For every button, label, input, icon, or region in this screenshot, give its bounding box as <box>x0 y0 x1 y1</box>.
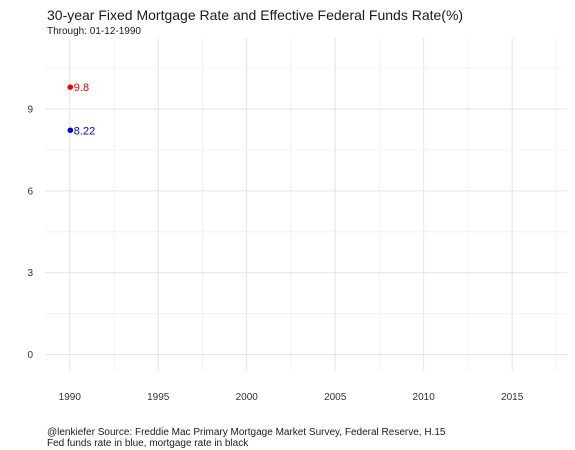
major-gridlines <box>45 38 567 371</box>
fedfunds-value-label: 8.22 <box>74 125 95 137</box>
x-tick-label: 2000 <box>236 392 259 403</box>
y-tick-label: 0 <box>27 350 33 361</box>
chart-subtitle: Through: 01-12-1990 <box>47 26 141 37</box>
data-points: 9.8 8.22 <box>67 82 95 137</box>
caption-source: @lenkiefer Source: Freddie Mac Primary M… <box>47 427 446 438</box>
fedfunds-point <box>67 127 74 134</box>
chart-title: 30-year Fixed Mortgage Rate and Effectiv… <box>47 7 464 23</box>
y-tick-label: 9 <box>27 104 33 115</box>
y-tick-label: 3 <box>27 268 33 279</box>
y-tick-label: 6 <box>27 186 33 197</box>
y-axis-ticks: 0 3 6 9 <box>27 104 33 361</box>
minor-gridlines <box>45 38 567 371</box>
x-tick-label: 2005 <box>324 392 347 403</box>
x-tick-label: 2010 <box>413 392 436 403</box>
x-tick-label: 1990 <box>59 392 82 403</box>
caption-note: Fed funds rate in blue, mortgage rate in… <box>47 438 249 449</box>
x-tick-label: 1995 <box>147 392 170 403</box>
mortgage-value-label: 9.8 <box>74 82 89 94</box>
x-tick-label: 2015 <box>501 392 524 403</box>
x-axis-ticks: 1990 1995 2000 2005 2010 2015 <box>59 392 524 403</box>
chart-caption: @lenkiefer Source: Freddie Mac Primary M… <box>47 427 445 449</box>
mortgage-point <box>67 84 74 90</box>
